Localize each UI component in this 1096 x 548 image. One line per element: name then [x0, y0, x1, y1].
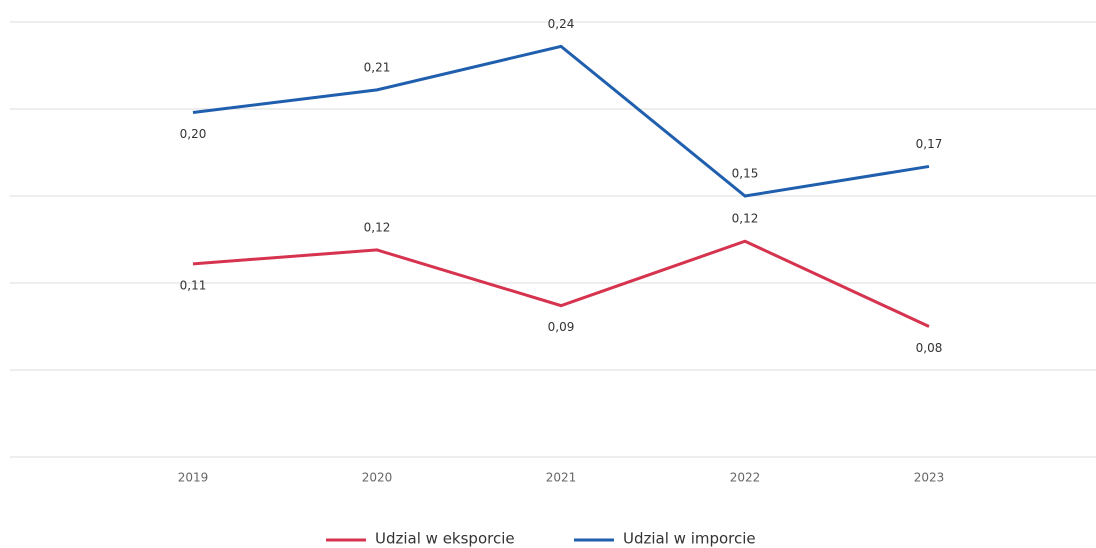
x-tick-label: 2020: [362, 471, 393, 485]
data-label: 0,11: [180, 278, 207, 292]
data-label: 0,21: [364, 60, 391, 74]
series-line: [192, 239, 930, 328]
legend-label: Udzial w eksporcie: [375, 530, 515, 548]
data-label: 0,08: [916, 341, 943, 355]
x-tick-label: 2022: [730, 471, 761, 485]
data-label: 0,15: [732, 167, 759, 181]
data-label: 0,12: [732, 212, 759, 226]
x-tick-label: 2023: [914, 471, 945, 485]
x-tick-label: 2021: [546, 471, 577, 485]
data-label: 0,20: [180, 127, 207, 141]
x-tick-label: 2019: [178, 471, 209, 485]
data-label: 0,24: [548, 17, 575, 31]
data-label: 0,09: [548, 320, 575, 334]
series-line: [192, 44, 930, 198]
data-label: 0,12: [364, 220, 391, 234]
data-label: 0,17: [916, 137, 943, 151]
legend-label: Udzial w imporcie: [623, 530, 756, 548]
